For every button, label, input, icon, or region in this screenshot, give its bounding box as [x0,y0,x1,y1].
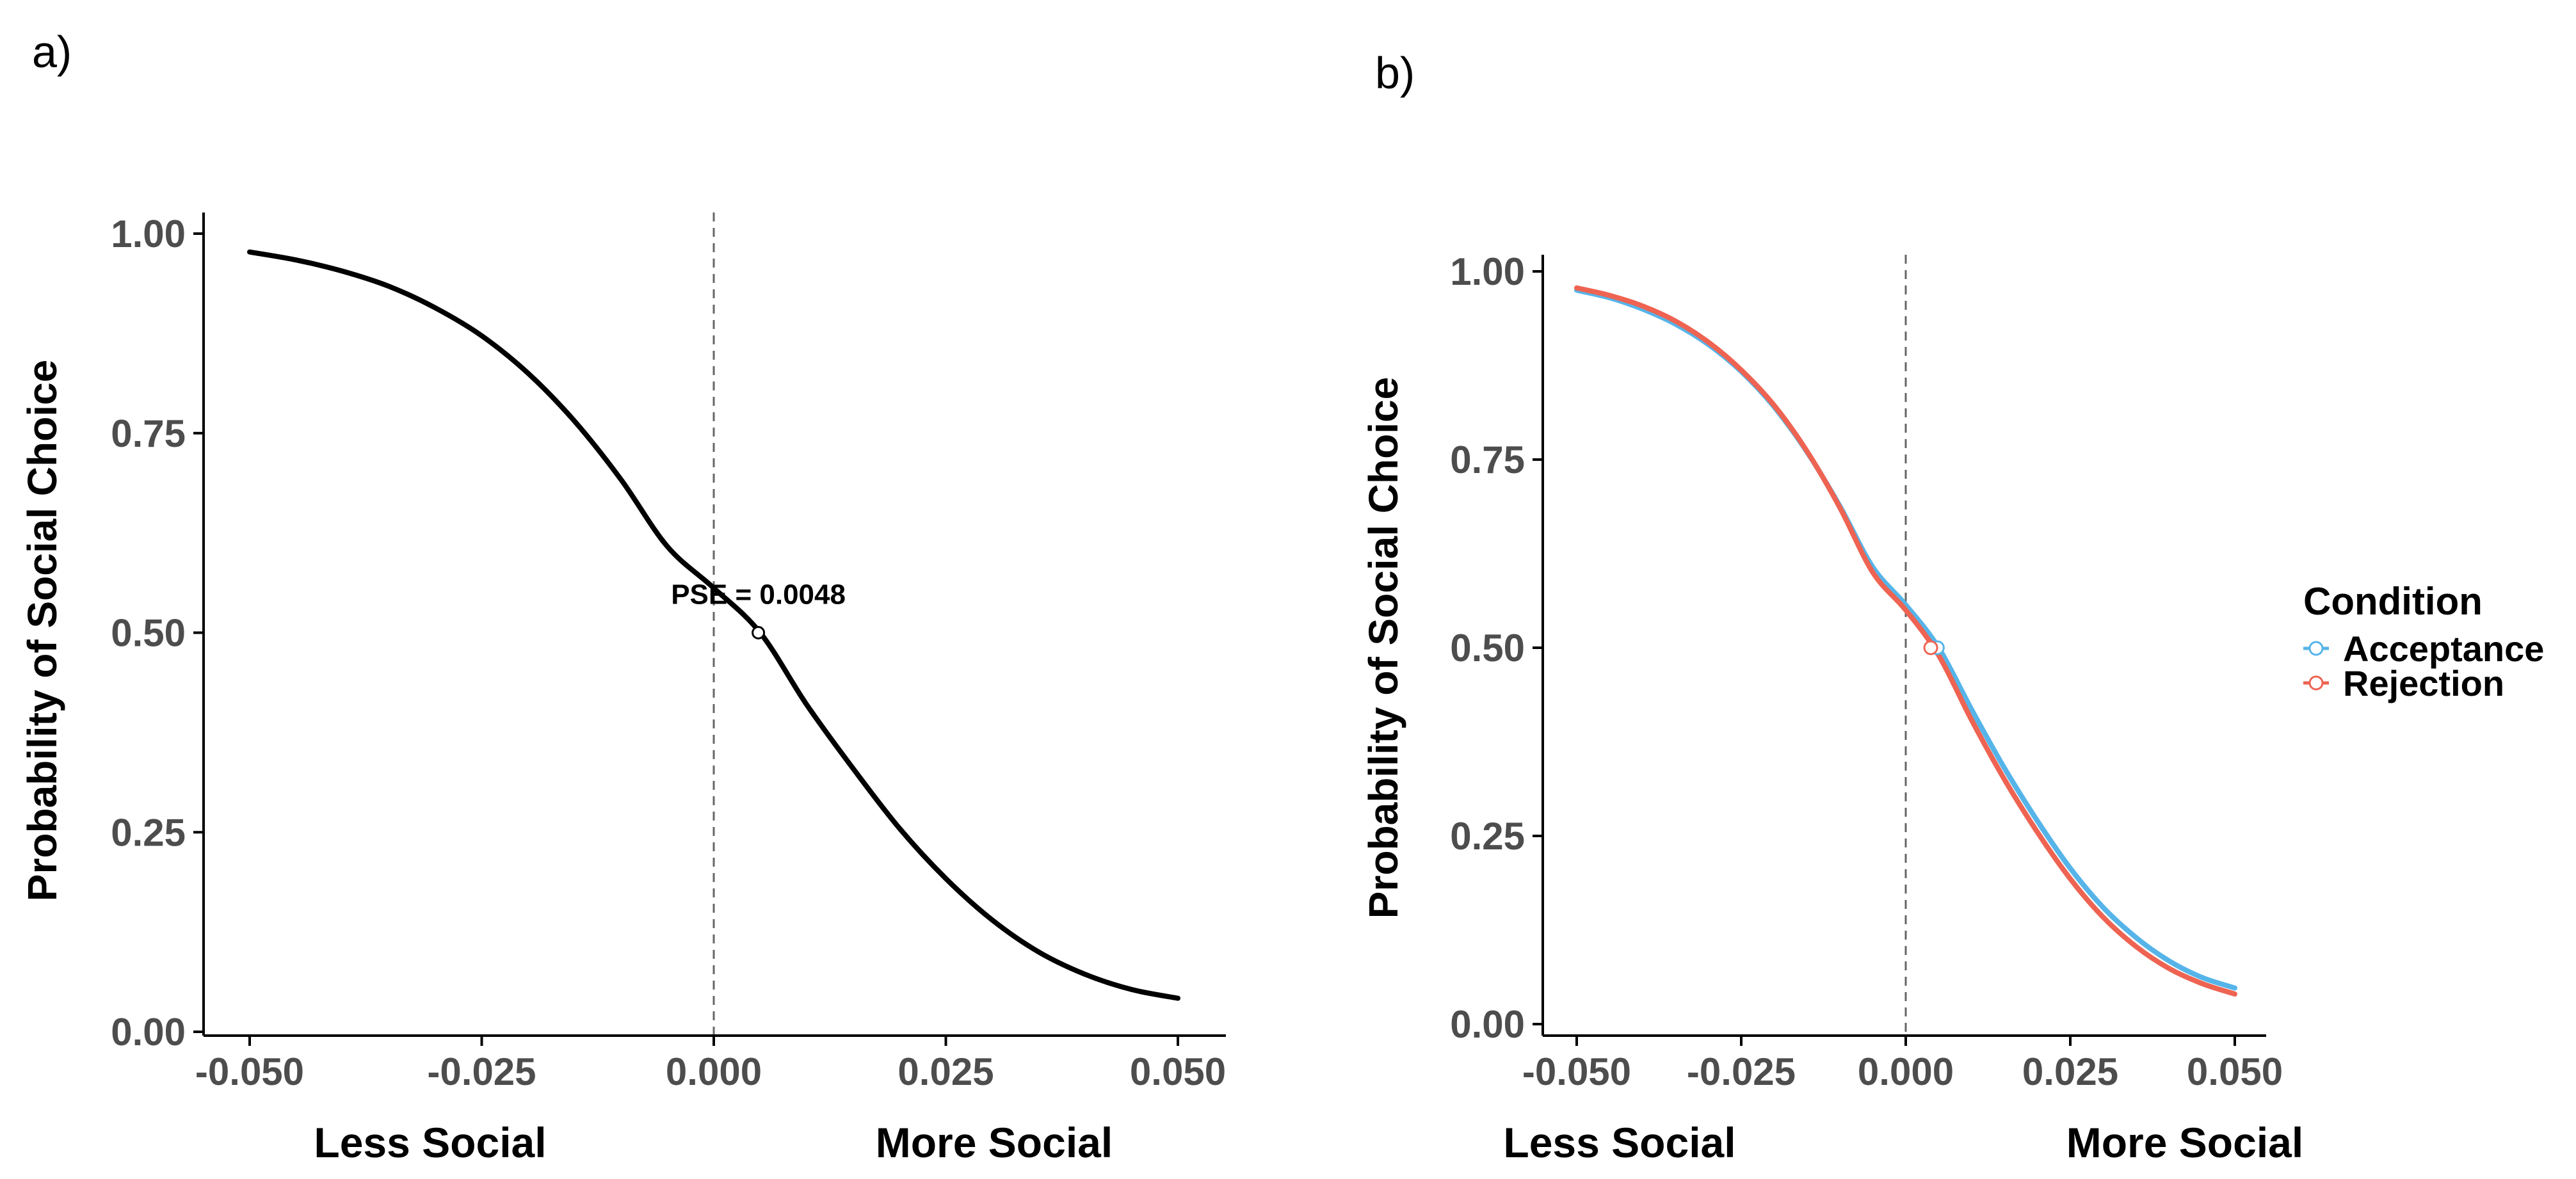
legend-key-point [2308,641,2324,656]
legend: Condition Acceptance Rejection [2303,580,2544,703]
legend-title: Condition [2303,580,2483,623]
panel-b-y-axis-title: Probability of Social Choice [1360,377,1406,918]
panel-b-y-tick-label: 0.50 [1450,627,1525,670]
panel-a-y-axis-title: Probability of Social Choice [19,360,65,901]
legend-item-rejection: Rejection [2303,663,2504,703]
panel-a-y-tick-label: 0.50 [111,612,186,655]
panel-a-label: a) [32,27,72,77]
panel-b-label: b) [1375,48,1415,98]
panel-a-y-tick-label: 0.75 [111,412,186,455]
panel-b-rejection-pse-point [1923,640,1938,655]
panel-b-y-tick-label: 0.25 [1450,815,1525,858]
panel-a-x-tick-label: 0.050 [1130,1050,1226,1093]
legend-item-acceptance: Acceptance [2303,629,2544,669]
panel-a-pse-annotation: PSE = 0.0048 [671,579,846,611]
legend-label-acceptance: Acceptance [2343,629,2544,669]
panel-b-y-tick-label: 0.75 [1450,438,1525,481]
panel-a-x-tick-label: 0.000 [666,1050,762,1093]
panel-a-psychometric-curve [247,249,1180,1001]
panel-b: b) -0.050 -0.025 0.000 0.025 0.050 0.00 … [1360,48,2544,1166]
panel-b-x-tick-label: 0.025 [2022,1050,2118,1093]
panel-a-x-tick-label: 0.025 [898,1050,994,1093]
legend-label-rejection: Rejection [2343,663,2504,703]
panel-a-pse-point [752,626,766,639]
panel-b-x-tick-label: -0.025 [1687,1050,1796,1093]
panel-a-x-tick-label: -0.050 [195,1050,304,1093]
panel-a-y-tick-label: 1.00 [111,213,186,255]
legend-key-point [2308,675,2324,691]
panel-a-y-tick-label: 0.00 [111,1011,186,1054]
panel-b-x-tick-label: 0.000 [1858,1050,1954,1093]
panel-a: a) -0.050 -0.025 0.000 0.025 0.050 0.00 … [19,27,1226,1166]
panel-b-x-tick-label: 0.050 [2187,1050,2283,1093]
panel-a-x-tick-label: -0.025 [427,1050,536,1093]
panel-b-y-tick-label: 0.00 [1450,1003,1525,1046]
panel-b-more-social-label: More Social [2066,1119,2303,1166]
panel-a-less-social-label: Less Social [314,1119,546,1166]
panel-a-more-social-label: More Social [876,1119,1113,1166]
panel-b-less-social-label: Less Social [1503,1119,1735,1166]
panel-a-y-tick-label: 0.25 [111,811,186,854]
panel-b-rejection-curve [1574,285,2237,997]
panel-b-x-tick-label: -0.050 [1522,1050,1631,1093]
panel-b-y-tick-label: 1.00 [1450,250,1525,293]
